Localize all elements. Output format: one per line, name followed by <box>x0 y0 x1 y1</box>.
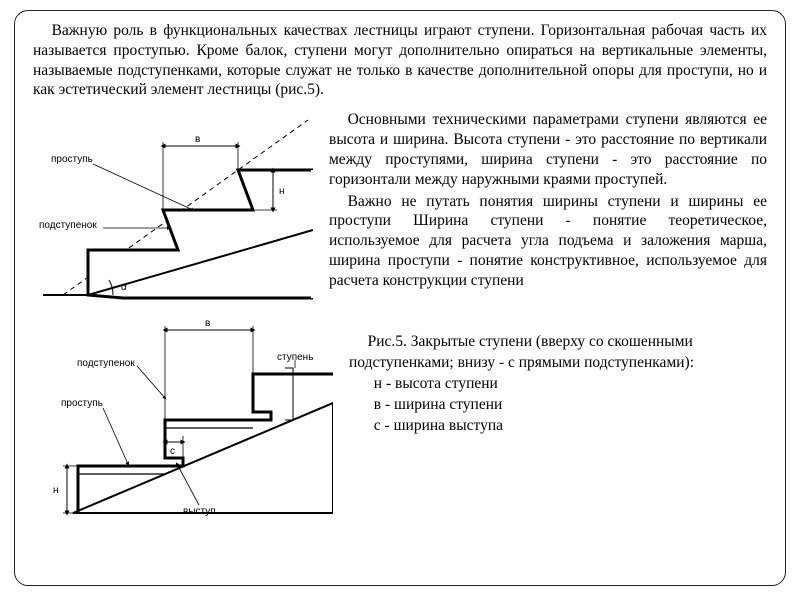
figure-1: α в н проступь подступенок <box>33 110 313 300</box>
row-bottom: ступень в с н под <box>33 308 767 518</box>
dim-c: с <box>170 446 175 457</box>
dim-alpha: α <box>121 282 127 293</box>
label-riser-1: подступенок <box>39 220 97 231</box>
caption-title: Рис.5. Закрытые ступени (вверху со скоше… <box>349 332 767 374</box>
row-top: α в н проступь подступенок <box>33 110 767 300</box>
content-frame: Важную роль в функциональных качествах л… <box>14 10 786 586</box>
right-paragraph-2: Важно не путать понятия ширины ступени и… <box>329 192 767 291</box>
right-paragraph-1: Основными техническими параметрами ступе… <box>329 110 767 189</box>
label-nosing: выступ <box>183 506 216 517</box>
label-tread-1: проступь <box>51 154 93 165</box>
caption: Рис.5. Закрытые ступени (вверху со скоше… <box>349 332 767 437</box>
intro-paragraph: Важную роль в функциональных качествах л… <box>33 21 767 100</box>
label-riser-2: подступенок <box>77 358 135 369</box>
caption-c: с - ширина выступа <box>349 416 767 437</box>
right-text: Основными техническими параметрами ступе… <box>329 110 767 292</box>
caption-v: в - ширина ступени <box>349 395 767 416</box>
dim-b2: в <box>205 318 210 329</box>
figure-2: ступень в с н под <box>33 308 333 518</box>
label-tread-2: проступь <box>61 398 103 409</box>
dim-b: в <box>195 134 200 145</box>
dim-h2: н <box>53 485 59 496</box>
caption-n: н - высота ступени <box>349 374 767 395</box>
dim-h: н <box>279 186 285 197</box>
